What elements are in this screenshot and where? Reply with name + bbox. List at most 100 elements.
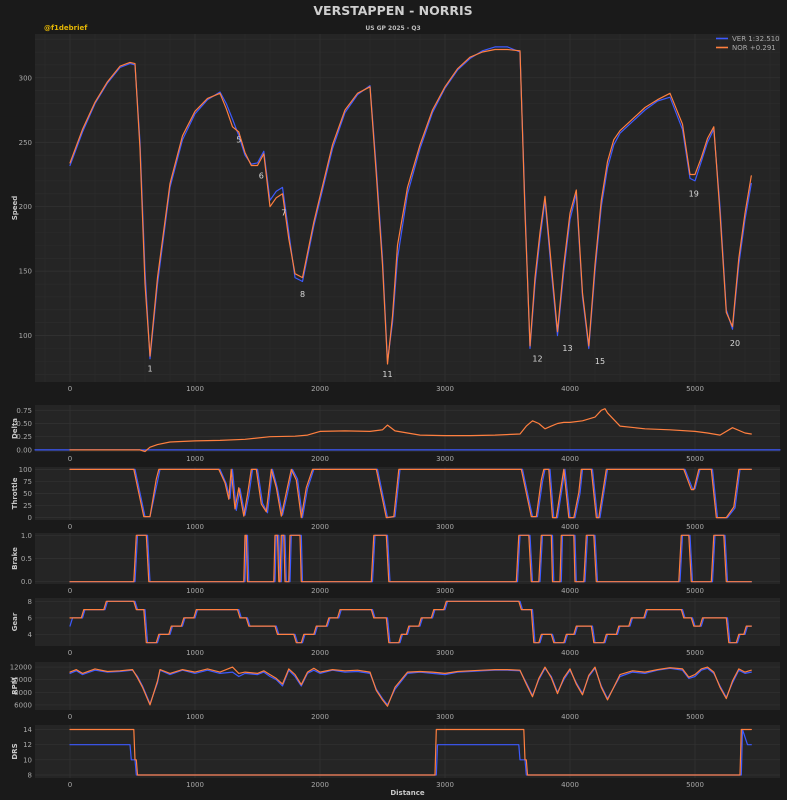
speed-x-tick-label: 1000	[186, 385, 204, 393]
brake-y-axis-label: Brake	[11, 547, 19, 570]
speed-y-tick-label: 300	[19, 74, 32, 82]
gear-series-nor	[69, 600, 752, 644]
gear-y-tick-label: 6	[28, 614, 33, 622]
speed-series-group	[69, 46, 752, 365]
legend-entry: NOR +0.291	[732, 44, 776, 52]
brake-series-nor	[69, 534, 752, 583]
speed-x-tick-label: 2000	[311, 385, 329, 393]
rpm-panel: 0 1000 2000 3000 4000 5000 6000 8000 10000 12000 R…	[10, 662, 780, 721]
drs-series-group	[69, 728, 752, 776]
speed-x-tick-label: 0	[68, 385, 72, 393]
gear-y-tick-label: 8	[28, 598, 32, 606]
drs-x-tick-label: 4000	[561, 781, 579, 789]
drs-panel: 0 1000 2000 3000 4000 5000 8 10 12 14 DRS Distance	[11, 725, 780, 797]
gear-panel: 0 1000 2000 3000 4000 5000 4 6 8 Gear	[11, 598, 780, 657]
delta-x-tick-label: 2000	[311, 455, 329, 463]
corner-number-label: 8	[300, 290, 305, 299]
rpm-x-tick-label: 3000	[436, 713, 454, 721]
delta-x-tick-label: 3000	[436, 455, 454, 463]
delta-plot-area	[35, 405, 780, 452]
throttle-y-tick-label: 25	[23, 502, 32, 510]
rpm-y-axis-label: RPM	[11, 677, 19, 695]
rpm-x-tick-label: 4000	[561, 713, 579, 721]
brake-series-group	[69, 534, 752, 583]
rpm-series-group	[69, 666, 752, 707]
drs-x-tick-label: 0	[68, 781, 72, 789]
gear-x-tick-label: 3000	[436, 649, 454, 657]
drs-series-ver	[69, 728, 752, 776]
corner-number-label: 7	[281, 209, 286, 218]
throttle-y-tick-label: 75	[23, 478, 32, 486]
delta-x-tick-label: 5000	[686, 455, 704, 463]
speed-plot-area	[35, 34, 780, 382]
delta-y-tick-label: 0.50	[16, 420, 32, 428]
speed-x-tick-label: 4000	[561, 385, 579, 393]
rpm-y-tick-label: 12000	[10, 664, 32, 672]
drs-y-tick-label: 12	[23, 741, 32, 749]
rpm-y-tick-label: 8000	[14, 689, 32, 697]
drs-y-tick-label: 14	[23, 726, 32, 734]
delta-x-tick-label: 0	[68, 455, 72, 463]
corner-number-label: 13	[562, 344, 572, 353]
rpm-plot-area	[35, 662, 780, 710]
throttle-y-axis-label: Throttle	[11, 477, 19, 509]
throttle-series-group	[69, 468, 752, 519]
telemetry-panels: 0 1000 2000 3000 4000 5000100150200250300Spee…	[10, 34, 781, 797]
delta-panel: 0 1000 2000 3000 4000 5000 0.00 0.25 0.50 0.75 Del…	[11, 405, 781, 463]
rpm-x-tick-label: 2000	[311, 713, 329, 721]
throttle-x-tick-label: 3000	[436, 523, 454, 531]
throttle-series-nor	[69, 468, 752, 519]
drs-plot-area	[35, 725, 780, 778]
corner-number-label: 5	[236, 135, 241, 144]
drs-y-tick-label: 10	[23, 756, 32, 764]
gear-series-group	[69, 600, 752, 644]
corner-number-label: 1	[147, 365, 152, 374]
throttle-x-tick-label: 1000	[186, 523, 204, 531]
rpm-series-nor	[69, 666, 752, 707]
gear-x-tick-label: 0	[68, 649, 72, 657]
rpm-x-tick-label: 0	[68, 713, 72, 721]
delta-series-group	[34, 408, 781, 453]
delta-y-axis-label: Delta	[11, 418, 19, 439]
delta-x-tick-label: 4000	[561, 455, 579, 463]
speed-y-tick-label: 100	[19, 332, 32, 340]
throttle-x-tick-label: 0	[68, 523, 72, 531]
gear-y-tick-label: 4	[28, 631, 33, 639]
drs-x-axis-label: Distance	[390, 789, 425, 797]
speed-panel: 0 1000 2000 3000 4000 5000 100 150 200 250 300 Spee…	[11, 34, 780, 393]
delta-y-tick-label: 0.00	[16, 446, 32, 454]
drs-y-tick-label: 8	[28, 771, 32, 779]
rpm-y-tick-label: 6000	[14, 701, 32, 709]
brake-x-tick-label: 5000	[686, 587, 704, 595]
rpm-y-tick-label: 10000	[10, 676, 32, 684]
speed-x-tick-label: 5000	[686, 385, 704, 393]
delta-y-tick-label: 0.75	[16, 407, 32, 415]
rpm-series-ver	[69, 667, 752, 706]
throttle-x-tick-label: 5000	[686, 523, 704, 531]
drs-series-nor	[69, 728, 752, 776]
watermark-handle: @f1debrief	[44, 24, 88, 32]
gear-x-tick-label: 5000	[686, 649, 704, 657]
throttle-x-tick-label: 2000	[311, 523, 329, 531]
delta-x-tick-label: 1000	[186, 455, 204, 463]
speed-y-tick-label: 250	[19, 139, 32, 147]
figure-subtitle: US GP 2025 - Q3	[365, 25, 420, 32]
delta-y-tick-label: 0.25	[16, 433, 32, 441]
corner-number-label: 12	[532, 354, 542, 363]
delta-series-nor	[69, 408, 752, 453]
rpm-x-tick-label: 5000	[686, 713, 704, 721]
gear-x-tick-label: 1000	[186, 649, 204, 657]
throttle-y-tick-label: 50	[23, 490, 32, 498]
corner-number-label: 6	[259, 171, 264, 180]
speed-y-axis-label: Speed	[11, 196, 19, 221]
brake-y-tick-label: 0.0	[21, 578, 32, 586]
brake-y-tick-label: 0.5	[21, 555, 32, 563]
speed-x-tick-label: 3000	[436, 385, 454, 393]
brake-x-tick-label: 3000	[436, 587, 454, 595]
rpm-x-tick-label: 1000	[186, 713, 204, 721]
brake-x-tick-label: 4000	[561, 587, 579, 595]
brake-y-tick-label: 1.0	[21, 532, 32, 540]
